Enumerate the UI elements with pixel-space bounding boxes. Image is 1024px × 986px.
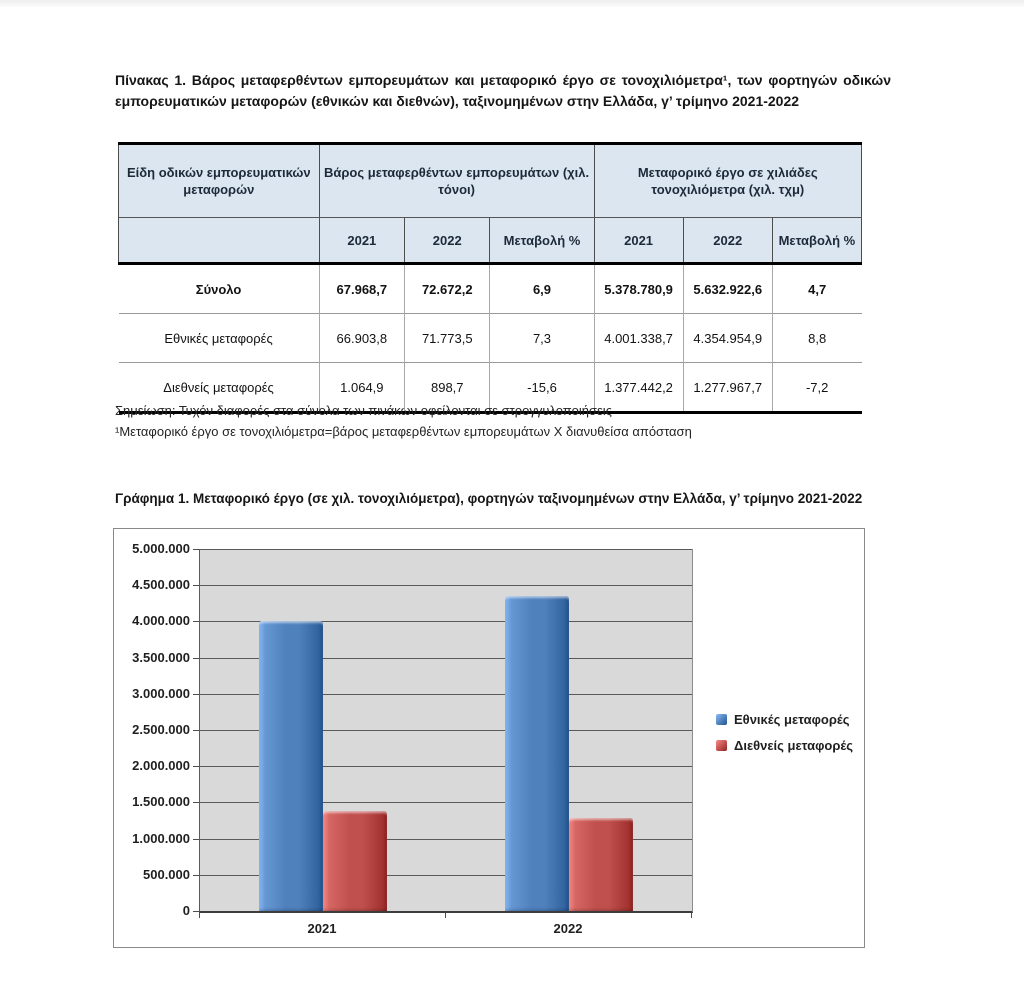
- y-axis-tick: [193, 657, 199, 659]
- col-header-2022-weight: 2022: [404, 217, 491, 265]
- table-cell: 8,8: [771, 313, 862, 363]
- table-cell: 72.672,2: [404, 263, 490, 314]
- gridline: [200, 766, 692, 768]
- table-cell: 5.378.780,9: [593, 263, 684, 314]
- chart-title: Γράφημα 1. Μεταφορικό έργο (σε χιλ. τονο…: [115, 491, 863, 506]
- table-cell: 5.632.922,6: [682, 263, 773, 314]
- table-cell: 7,3: [489, 313, 594, 363]
- chart-plot-area: [199, 549, 693, 913]
- table-cell: -7,2: [771, 362, 862, 414]
- y-axis-tick-label: 3.500.000: [132, 649, 190, 665]
- row-label: Σύνολο: [118, 263, 320, 314]
- x-axis-tick: [445, 913, 446, 918]
- y-axis-tick-label: 4.000.000: [132, 613, 190, 629]
- x-axis-tick: [199, 913, 200, 918]
- table-cell: 1.377.442,2: [593, 362, 684, 414]
- col-header-empty: [118, 217, 320, 265]
- table-cell: 4,7: [771, 263, 862, 314]
- gridline: [200, 657, 692, 659]
- gridline: [200, 549, 692, 550]
- y-axis-tick-label: 3.000.000: [132, 685, 190, 701]
- legend-label: Διεθνείς μεταφορές: [734, 738, 853, 753]
- table-cell: 66.903,8: [318, 313, 405, 363]
- bar-2021-national: [259, 621, 323, 911]
- y-axis-tick-label: 1.500.000: [132, 794, 190, 810]
- col-header-change-weight: Μεταβολή %: [489, 217, 595, 265]
- row-label: Εθνικές μεταφορές: [118, 313, 320, 363]
- col-header-2022-tkm: 2022: [682, 217, 773, 265]
- x-axis-tick: [691, 913, 692, 918]
- bar-2022-national: [505, 595, 569, 911]
- gridline: [200, 621, 692, 623]
- table-cell: 67.968,7: [318, 263, 405, 314]
- col-header-transport-types: Είδη οδικών εμπορευματικών μεταφορών: [118, 143, 320, 218]
- table-cell: 898,7: [404, 362, 490, 414]
- table-row-national: Εθνικές μεταφορές 66.903,8 71.773,5 7,3 …: [118, 313, 862, 363]
- gridline: [200, 802, 692, 804]
- y-axis-tick: [193, 693, 199, 695]
- row-label: Διεθνείς μεταφορές: [118, 362, 320, 414]
- y-axis-tick-label: 0: [182, 903, 190, 918]
- y-axis-tick-label: 4.500.000: [132, 577, 190, 593]
- y-axis-tick: [193, 802, 199, 804]
- y-axis-tick-label: 5.000.000: [132, 541, 190, 556]
- gridline: [200, 874, 692, 876]
- y-axis-tick-label: 500.000: [143, 866, 190, 882]
- y-axis-tick-label: 2.000.000: [132, 758, 190, 774]
- table-header: Είδη οδικών εμπορευματικών μεταφορών Βάρ…: [118, 143, 863, 265]
- chart-legend: Εθνικές μεταφορές Διεθνείς μεταφορές: [716, 712, 853, 753]
- legend-label: Εθνικές μεταφορές: [734, 712, 850, 727]
- col-group-tonne-km: Μεταφορικό έργο σε χιλιάδες τονοχιλιόμετ…: [593, 143, 862, 218]
- table-cell: 6,9: [489, 263, 594, 314]
- table-title: Πίνακας 1. Βάρος μεταφερθέντων εμπορευμά…: [115, 72, 891, 109]
- table-cell: 1.064,9: [318, 362, 405, 414]
- table-row-international: Διεθνείς μεταφορές 1.064,9 898,7 -15,6 1…: [118, 362, 862, 414]
- bar-chart: 0 500.000 1.000.000 1.500.000 2.000.000 2.500…: [113, 528, 865, 948]
- legend-swatch-national: [716, 714, 727, 725]
- col-header-2021-tkm: 2021: [593, 217, 684, 265]
- x-axis-category-label: 2021: [307, 921, 337, 936]
- table-footnote: ¹Μεταφορικό έργο σε τονοχιλιόμετρα=βάρος…: [115, 424, 692, 439]
- y-axis-tick-label: 1.000.000: [132, 830, 190, 846]
- x-axis-category-label: 2022: [553, 921, 583, 936]
- bar-2021-international: [323, 811, 387, 911]
- table-cell: 4.354.954,9: [682, 313, 773, 363]
- table-note: Σημείωση: Τυχόν διαφορές στα σύνολα των …: [115, 403, 612, 418]
- y-axis-tick-label: 2.500.000: [132, 722, 190, 737]
- gridline: [200, 730, 692, 731]
- y-axis-tick: [193, 766, 199, 768]
- stats-table: Είδη οδικών εμπορευματικών μεταφορών Βάρ…: [118, 142, 863, 414]
- gridline: [200, 585, 692, 587]
- table-cell: 1.277.967,7: [682, 362, 773, 414]
- col-group-weight: Βάρος μεταφερθέντων εμπορευμάτων (χιλ. τ…: [318, 143, 595, 218]
- bar-2022-international: [569, 818, 633, 911]
- legend-item: Διεθνείς μεταφορές: [716, 738, 853, 753]
- y-axis-tick: [193, 838, 199, 840]
- col-header-2021-weight: 2021: [318, 217, 406, 265]
- y-axis-tick: [193, 585, 199, 587]
- gridline: [200, 838, 692, 840]
- table-cell: 71.773,5: [404, 313, 490, 363]
- y-axis-tick: [193, 549, 199, 550]
- y-axis-tick: [193, 911, 199, 912]
- y-axis-tick: [193, 621, 199, 623]
- table-cell: 4.001.338,7: [593, 313, 684, 363]
- legend-item: Εθνικές μεταφορές: [716, 712, 853, 727]
- table-row-total: Σύνολο 67.968,7 72.672,2 6,9 5.378.780,9…: [118, 263, 862, 314]
- page-top-edge: [0, 0, 1024, 7]
- legend-swatch-international: [716, 740, 727, 751]
- y-axis-tick: [193, 874, 199, 876]
- table-cell: -15,6: [489, 362, 594, 414]
- col-header-change-tkm: Μεταβολή %: [771, 217, 863, 265]
- y-axis-tick: [193, 730, 199, 731]
- gridline: [200, 693, 692, 695]
